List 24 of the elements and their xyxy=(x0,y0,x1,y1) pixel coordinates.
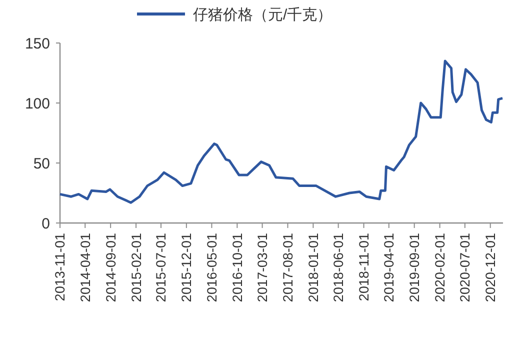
x-tick-label: 2013-11-01 xyxy=(52,233,68,302)
x-tick-label: 2018-06-01 xyxy=(331,233,346,302)
x-tick-label: 2016-05-01 xyxy=(204,233,220,302)
x-tick-label: 2016-10-01 xyxy=(230,233,245,302)
x-tick-label: 2014-09-01 xyxy=(103,233,118,302)
y-tick-label: 150 xyxy=(24,35,50,52)
line-series xyxy=(58,60,504,204)
y-tick-label: 100 xyxy=(24,95,50,112)
x-tick-label: 2020-07-01 xyxy=(458,233,473,302)
y-tick-label: 50 xyxy=(33,155,50,172)
legend-label: 仔猪价格（元/千克） xyxy=(193,6,332,24)
x-tick-label: 2015-02-01 xyxy=(128,233,144,302)
y-tick-label: 0 xyxy=(42,215,50,232)
x-tick-label: 2017-03-01 xyxy=(255,233,270,302)
x-tick-label: 2017-08-01 xyxy=(280,233,296,302)
x-tick-label: 2020-02-01 xyxy=(432,233,448,302)
x-tick-label: 2018-11-01 xyxy=(356,233,372,302)
x-tick-label: 2020-12-01 xyxy=(483,233,498,302)
x-tick-label: 2018-01-01 xyxy=(306,233,321,302)
x-tick-label: 2014-04-01 xyxy=(78,233,93,302)
x-tick-label: 2015-07-01 xyxy=(154,233,169,302)
x-tick-label: 2015-12-01 xyxy=(179,233,194,302)
x-tick-label: 2019-04-01 xyxy=(382,233,397,302)
x-tick-label: 2019-09-01 xyxy=(407,233,422,302)
